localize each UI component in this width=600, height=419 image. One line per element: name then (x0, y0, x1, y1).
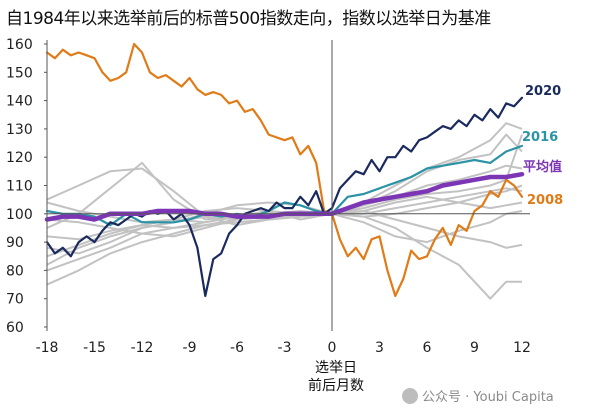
y-tick-label: 80 (6, 263, 24, 279)
series-label-2020: 2020 (525, 84, 561, 99)
y-tick-label: 160 (6, 37, 33, 53)
x-tick-label: -3 (278, 340, 292, 356)
series-label-2008: 2008 (527, 193, 563, 208)
x-axis-label-line1: 选举日 (315, 360, 357, 376)
y-tick-label: 60 (6, 320, 24, 336)
series-label-average: 平均值 (523, 159, 562, 175)
x-tick-label: -12 (131, 340, 154, 356)
y-tick-label: 110 (6, 179, 33, 195)
series-line-2008 (45, 42, 524, 297)
series-line-2020 (45, 96, 524, 297)
x-tick-label: -9 (183, 340, 197, 356)
chart-title: 自1984年以来选举前后的标普500指数走向，指数以选举日为基准 (6, 9, 491, 29)
background-series-line-2 (46, 212, 522, 300)
background-series-group (46, 122, 523, 300)
y-tick-label: 70 (6, 292, 24, 308)
background-series-line-10 (46, 210, 523, 272)
x-tick-label: 9 (470, 340, 479, 356)
x-tick-label: -6 (230, 340, 244, 356)
x-tick-label: 12 (513, 340, 531, 356)
series-labels-group: 2020 2016 平均值 2008 (522, 84, 563, 208)
background-series-line-7 (46, 164, 523, 238)
series-label-2016: 2016 (522, 130, 558, 145)
y-tick-label: 150 (6, 65, 33, 81)
watermark: 公众号 · Youbi Capita (402, 386, 554, 405)
x-tick-label: 0 (328, 340, 337, 356)
watermark-text: 公众号 · Youbi Capita (422, 390, 554, 405)
x-axis-label: 选举日 前后月数 (286, 359, 386, 395)
wechat-logo-icon (402, 388, 418, 404)
x-axis-label-line2: 前后月数 (308, 378, 364, 394)
y-tick-label: 120 (6, 150, 33, 166)
x-tick-label: -15 (83, 340, 106, 356)
y-tick-label: 90 (6, 235, 24, 251)
y-tick-label: 100 (6, 207, 33, 223)
x-tick-label: -18 (36, 340, 59, 356)
x-tick-label: 6 (423, 340, 432, 356)
y-tick-label: 130 (6, 122, 33, 138)
y-tick-label: 140 (6, 94, 33, 110)
background-series-line-4 (46, 133, 523, 229)
x-tick-label: 3 (375, 340, 384, 356)
